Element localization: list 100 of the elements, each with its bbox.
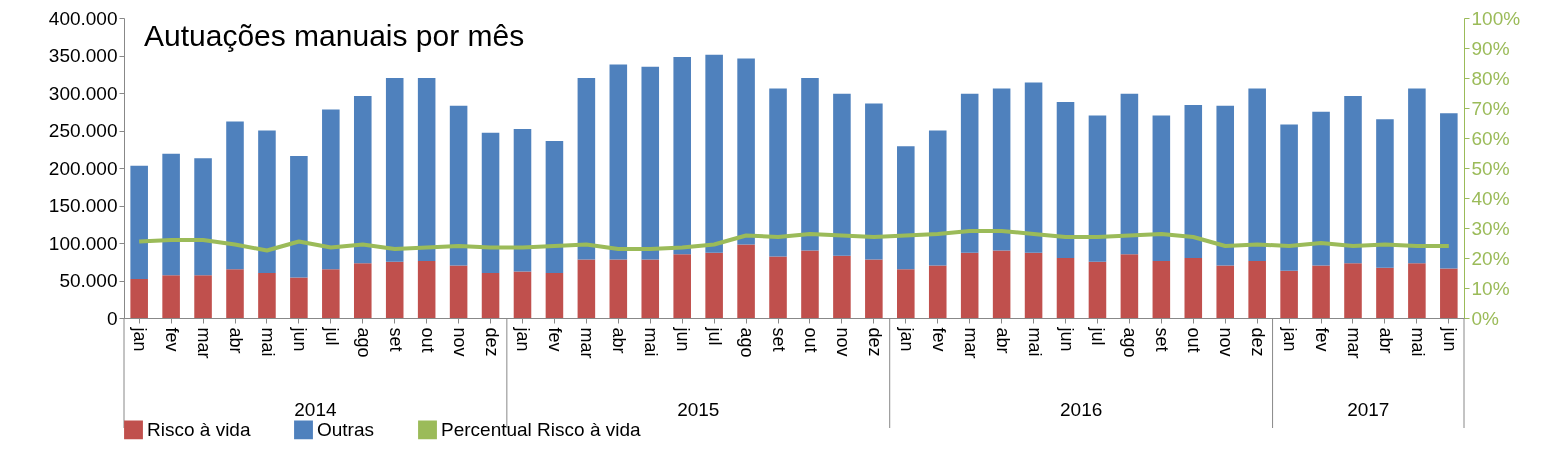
bar [641,259,660,318]
y-tick-label: 100.000 [48,232,118,254]
bar [641,66,660,260]
bar [1312,111,1330,266]
y-tick-label: 200.000 [48,157,118,179]
bar [1280,124,1298,271]
x-tick-label: fev [162,327,183,352]
bar [226,121,244,270]
x-tick-label: mai [1024,327,1045,357]
bar [1216,105,1235,266]
bar [1280,270,1298,318]
bar [449,105,468,266]
bar [1248,88,1266,261]
bar [322,269,340,318]
x-tick-label: fev [928,327,949,352]
x-tick-label: jun [1056,326,1077,352]
bar [1216,265,1235,318]
bar [673,254,691,318]
bar [130,279,148,318]
bar [1024,82,1043,253]
y2-tick-label: 20% [1471,247,1510,269]
x-tick-label: ago [1120,327,1141,358]
bar [737,58,755,245]
x-tick-label: abr [992,327,1013,354]
bar [705,54,723,253]
x-tick-label: mai [641,327,662,357]
x-tick-label: dez [864,327,885,357]
bar [290,156,308,278]
bar [417,78,436,261]
bar [1184,105,1203,258]
bar [481,273,500,318]
bar [609,64,628,260]
bar [769,256,787,318]
bar [290,277,308,318]
x-tick-label: jun [673,326,694,352]
x-tick-label: set [769,327,790,352]
x-tick-label: out [1184,327,1205,353]
bar [1408,263,1426,318]
y2-tick-label: 30% [1471,217,1510,239]
bar [1344,96,1362,264]
y-tick-label: 50.000 [59,270,118,291]
y2-tick-label: 10% [1471,277,1510,299]
legend-label: Outras [317,418,375,440]
x-tick-label: abr [1375,327,1396,354]
bar [417,261,436,318]
bar [545,141,564,273]
x-tick-label: out [417,327,438,353]
bar [960,93,979,253]
bar [897,269,915,318]
y-tick-label: 150.000 [48,195,118,216]
bar [865,103,883,260]
x-tick-label: dez [481,327,502,357]
bar [353,263,372,318]
text: 2016 [1060,399,1103,420]
legend-label: Percentual Risco à vida [441,418,642,440]
legend-label: Risco à vida [147,418,251,440]
bar [1056,258,1075,318]
bar [545,273,564,318]
bar [928,130,947,266]
y2-tick-label: 40% [1471,187,1510,209]
y-tick-label: 0 [106,307,118,329]
bar [449,265,468,318]
bar [897,146,915,270]
x-tick-label: jun [1439,326,1460,352]
x-tick-label: jun [289,326,310,352]
x-tick-label: dez [1248,327,1269,357]
bar [513,129,532,272]
bar [513,271,532,318]
bar [162,153,180,276]
x-tick-label: mar [194,327,215,359]
y2-tick-label: 80% [1471,67,1510,89]
bar [322,109,340,270]
bar [1088,115,1107,262]
bar [385,261,404,318]
bar [1376,267,1394,318]
y2-tick-label: 50% [1471,157,1510,179]
bar [1120,93,1139,255]
x-tick-label: fev [545,327,566,352]
bar [481,132,500,273]
x-tick-label: mai [1407,327,1428,357]
bar [353,96,372,264]
bar [577,78,596,260]
bar [928,265,947,318]
bar [705,252,723,318]
y2-tick-label: 60% [1471,127,1510,149]
bar [673,57,691,255]
bar [833,255,851,318]
bar [258,273,276,318]
x-tick-label: set [385,327,406,352]
bar [609,259,628,318]
x-tick-label: ago [737,327,758,358]
x-tick-label: jan [1280,326,1301,352]
bar [833,93,851,256]
bar [865,259,883,318]
y2-tick-label: 100% [1471,7,1521,29]
bar [1440,268,1458,318]
bar [992,88,1011,251]
bar [130,165,148,279]
y2-tick-label: 0% [1471,307,1500,329]
bar [194,275,212,318]
